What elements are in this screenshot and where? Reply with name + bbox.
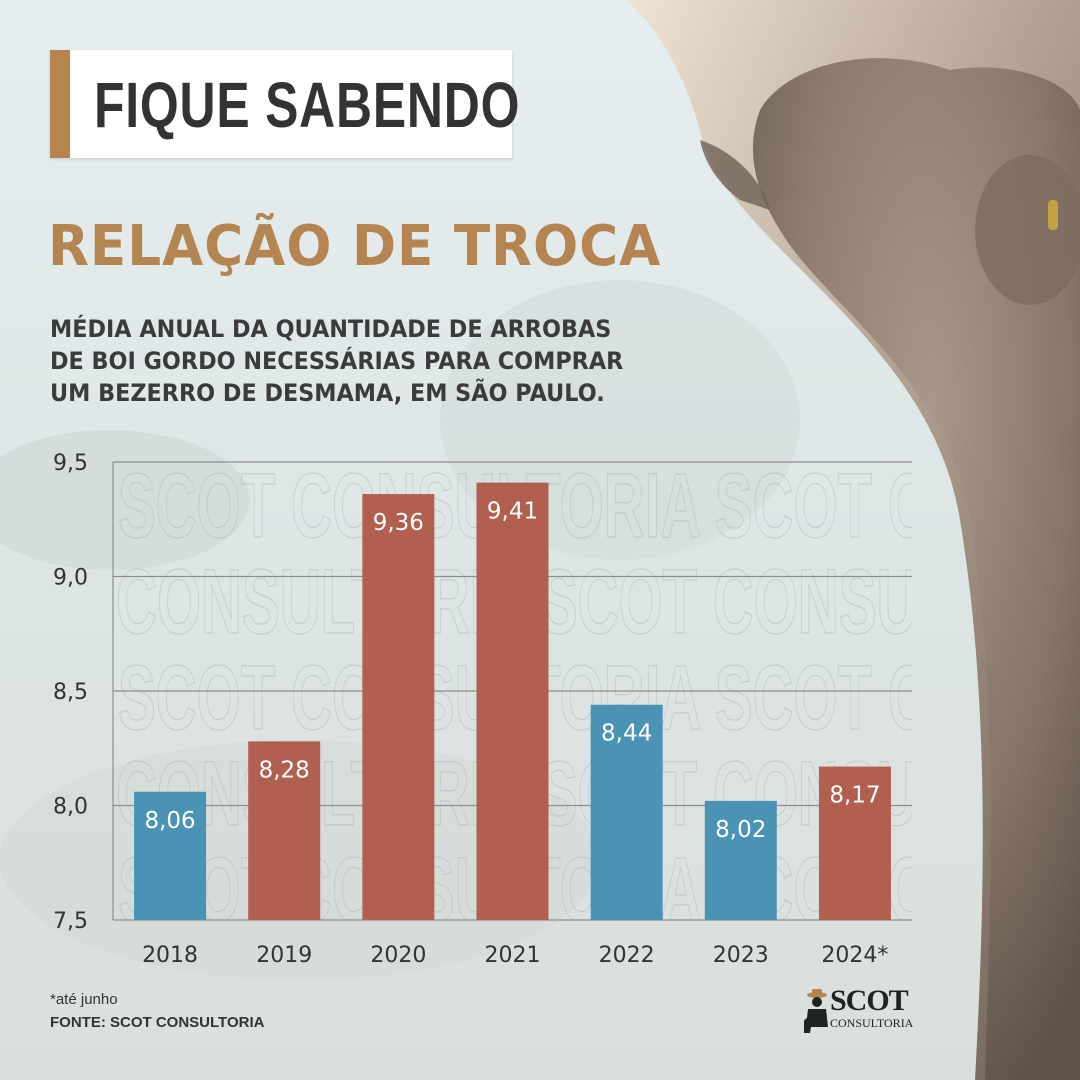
subtitle-line: DE BOI GORDO NECESSÁRIAS PARA COMPRAR xyxy=(50,347,624,375)
bar-2023 xyxy=(704,800,777,920)
x-tick-label: 2020 xyxy=(370,943,426,968)
y-tick-label: 8,5 xyxy=(53,680,88,705)
data-label: 8,02 xyxy=(715,817,766,843)
subtitle-line: UM BEZERRO DE DESMAMA, EM SÃO PAULO. xyxy=(50,379,605,407)
data-label: 9,41 xyxy=(487,499,538,525)
watermark-text: SCOT CONSULTORIA SCOT CONSULTORIA xyxy=(118,455,1080,557)
logo-subtext: CONSULTORIA xyxy=(830,1016,914,1030)
x-tick-label: 2021 xyxy=(485,943,541,968)
chart-subtitle: MÉDIA ANUAL DA QUANTIDADE DE ARROBAS DE … xyxy=(50,313,623,409)
page-title: RELAÇÃO DE TROCA xyxy=(48,214,662,279)
bar-2021 xyxy=(476,482,549,920)
tag-accent-bar xyxy=(50,50,70,158)
logo-wordmark: SCOT xyxy=(830,984,909,1017)
y-tick-label: 8,0 xyxy=(53,795,88,820)
tag-label: FIQUE SABENDO xyxy=(94,69,521,141)
source-label: FONTE: SCOT CONSULTORIA xyxy=(50,1014,265,1031)
y-tick-label: 9,0 xyxy=(53,566,88,591)
data-label: 8,28 xyxy=(259,757,310,783)
bar-2022 xyxy=(590,704,663,920)
bar-2024* xyxy=(818,766,891,920)
scot-logo: SCOT CONSULTORIA xyxy=(800,985,930,1035)
data-label: 8,44 xyxy=(601,721,652,747)
data-label: 9,36 xyxy=(373,510,424,536)
data-label: 8,06 xyxy=(144,808,195,834)
bar-2018 xyxy=(134,791,207,920)
x-tick-label: 2018 xyxy=(142,943,198,968)
header-tag: FIQUE SABENDO xyxy=(50,50,519,158)
bar-2020 xyxy=(362,494,435,920)
x-tick-label: 2022 xyxy=(599,943,655,968)
cowboy-icon xyxy=(804,989,828,1033)
footnote: *até junho xyxy=(50,991,118,1008)
y-tick-label: 7,5 xyxy=(53,909,88,934)
x-tick-label: 2024* xyxy=(821,943,888,968)
x-tick-label: 2019 xyxy=(256,943,312,968)
data-label: 8,17 xyxy=(829,783,880,809)
y-tick-label: 9,5 xyxy=(53,451,88,476)
x-tick-label: 2023 xyxy=(713,943,769,968)
subtitle-line: MÉDIA ANUAL DA QUANTIDADE DE ARROBAS xyxy=(50,315,612,343)
bar-2019 xyxy=(248,741,321,920)
